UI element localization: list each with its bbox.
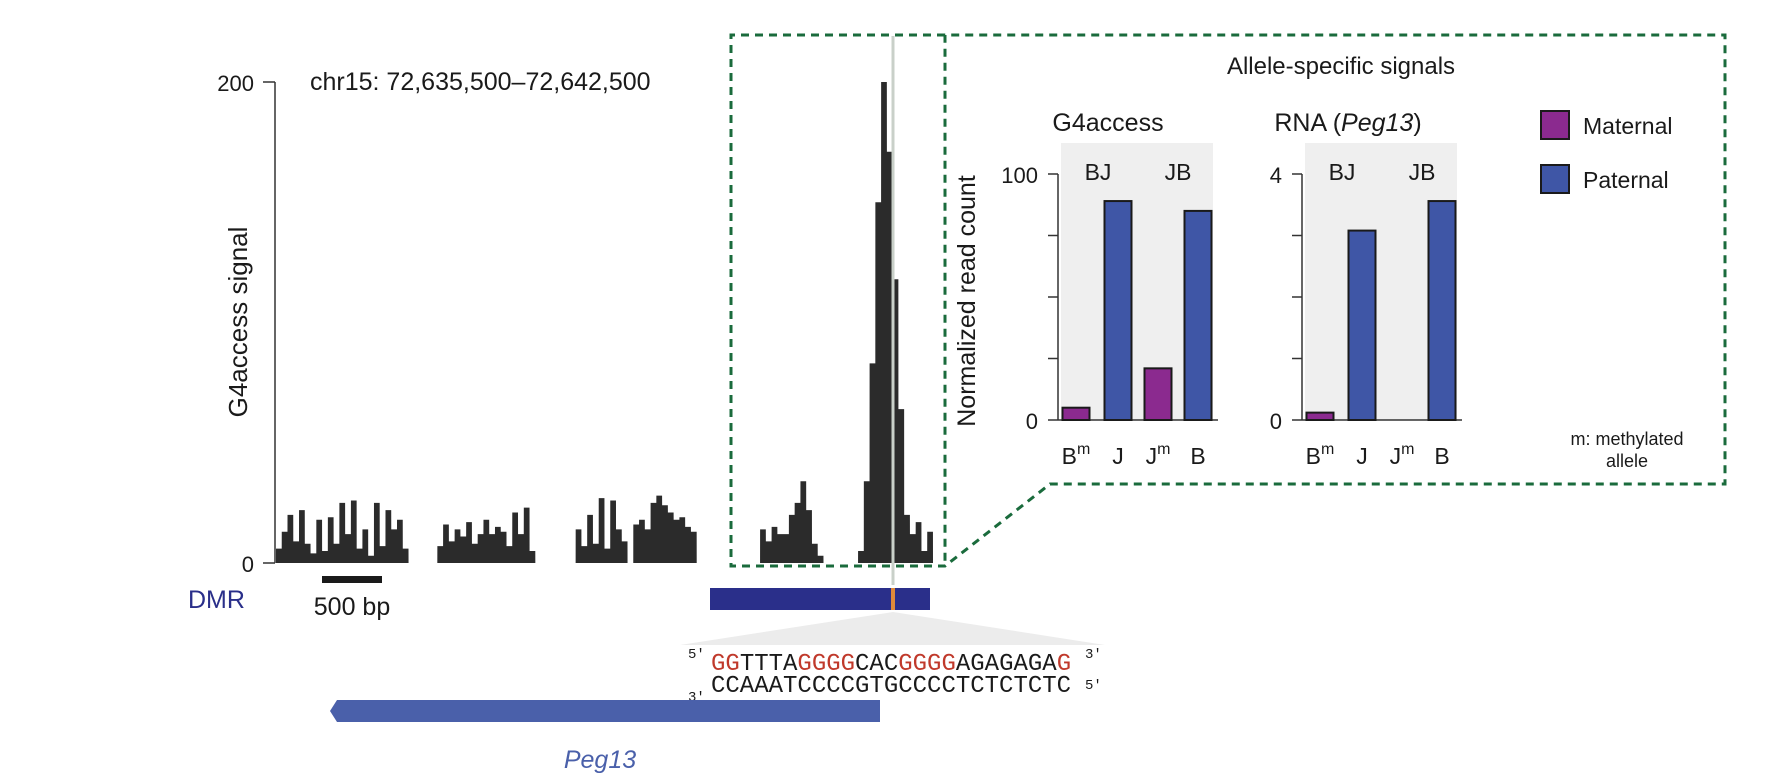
scale-bar	[322, 576, 382, 583]
top-strand-prefix: 5′	[688, 647, 705, 663]
top-strand-segment: AGAGAGA	[956, 651, 1057, 678]
rna-y-ticks	[1292, 173, 1302, 421]
g4access-panel-title: G4access	[1052, 109, 1163, 137]
bottom-strand-suffix: 5′	[1085, 678, 1102, 694]
scale-bar-label: 500 bp	[314, 593, 390, 621]
rna-xtick-j: J	[1356, 443, 1368, 469]
rna-group-label-bj: BJ	[1329, 159, 1356, 185]
g4access-y-ticks	[1048, 173, 1058, 421]
xtick-j: J	[1112, 443, 1124, 469]
rna-ytick-label-4: 4	[1270, 163, 1282, 188]
group-label-jb: JB	[1165, 159, 1192, 185]
peg13-label: Peg13	[564, 746, 636, 774]
top-strand-segment: GGGG	[797, 651, 855, 678]
signal-area	[276, 82, 939, 563]
top-strand-segment: TTTA	[740, 651, 798, 678]
rna-ytick-label-0: 0	[1270, 409, 1282, 434]
g4access-ytick-label-0: 0	[1026, 409, 1038, 434]
top-strand-segment: G	[1057, 651, 1071, 678]
g4access-bar-jm-maternal	[1143, 367, 1173, 421]
legend: Maternal Paternal	[1540, 110, 1672, 194]
track-ylabel: G4access signal	[223, 227, 253, 418]
methylated-footnote-line2: allele	[1606, 451, 1648, 471]
rna-group-label-jb: JB	[1409, 159, 1436, 185]
region-label: chr15: 72,635,500–72,642,500	[310, 68, 651, 96]
g4-site-highlight	[891, 588, 895, 610]
bottom-strand: CCAAATCCCCGTGCCCCTCTCTCTC	[711, 673, 1071, 700]
dmr-label: DMR	[188, 586, 245, 614]
top-strand-segment: GGGG	[898, 651, 956, 678]
legend-label-paternal: Paternal	[1583, 167, 1669, 193]
rna-panel-title: RNA (Peg13)	[1274, 109, 1421, 137]
zoom-wedge	[680, 612, 1105, 645]
signal-track: 200 0 G4access signal chr15: 72,635,500–…	[217, 68, 939, 577]
g4access-bar-bm-maternal	[1061, 406, 1091, 422]
g4access-bar-b-paternal	[1183, 209, 1213, 421]
top-strand-suffix: 3′	[1085, 647, 1102, 663]
rna-xtick-b: B	[1434, 443, 1449, 469]
g4access-xtick-labels: Bm J Jm B	[1062, 441, 1206, 469]
legend-label-maternal: Maternal	[1583, 113, 1672, 139]
methylated-footnote-line1: m: methylated	[1570, 429, 1683, 449]
y-tick-label-0: 0	[242, 552, 254, 577]
y-tick-label-200: 200	[217, 71, 254, 96]
inset-title: Allele-specific signals	[1227, 53, 1455, 80]
g4access-ytick-label-100: 100	[1001, 163, 1038, 188]
group-label-bj: BJ	[1085, 159, 1112, 185]
g4access-bar-j-paternal	[1103, 200, 1133, 421]
peg13-gene-arrow	[330, 700, 880, 722]
zoom-box-outline	[729, 33, 1727, 568]
dmr-bar	[710, 588, 930, 610]
g4-sequence: 5′ GGTTTAGGGGCACGGGGAGAGAGAG 3′ 3′ CCAAA…	[688, 647, 1102, 706]
top-strand-segment: CAC	[855, 651, 898, 678]
top-strand: GGTTTAGGGGCACGGGGAGAGAGAG	[711, 651, 1071, 678]
rna-xtick-bm: Bm	[1306, 441, 1335, 469]
rna-xtick-jm: Jm	[1390, 441, 1415, 469]
rna-bar-b-paternal	[1427, 200, 1457, 421]
rna-bar-j-paternal	[1347, 229, 1377, 421]
legend-swatch-maternal	[1540, 110, 1570, 140]
rna-bar-bm-maternal	[1305, 411, 1335, 421]
g4access-bar-panel: G4access BJ JB 100 0 Bm J Jm B	[1001, 109, 1218, 469]
legend-swatch-paternal	[1540, 164, 1570, 194]
xtick-b: B	[1190, 443, 1205, 469]
rna-xtick-labels: Bm J Jm B	[1306, 441, 1450, 469]
xtick-jm: Jm	[1146, 441, 1171, 469]
inset-ylabel: Normalized read count	[953, 175, 981, 427]
rna-bar-panel: RNA (Peg13) BJ JB 4 0 Bm J Jm B	[1270, 109, 1462, 469]
xtick-bm: Bm	[1062, 441, 1091, 469]
top-strand-segment: GG	[711, 651, 740, 678]
